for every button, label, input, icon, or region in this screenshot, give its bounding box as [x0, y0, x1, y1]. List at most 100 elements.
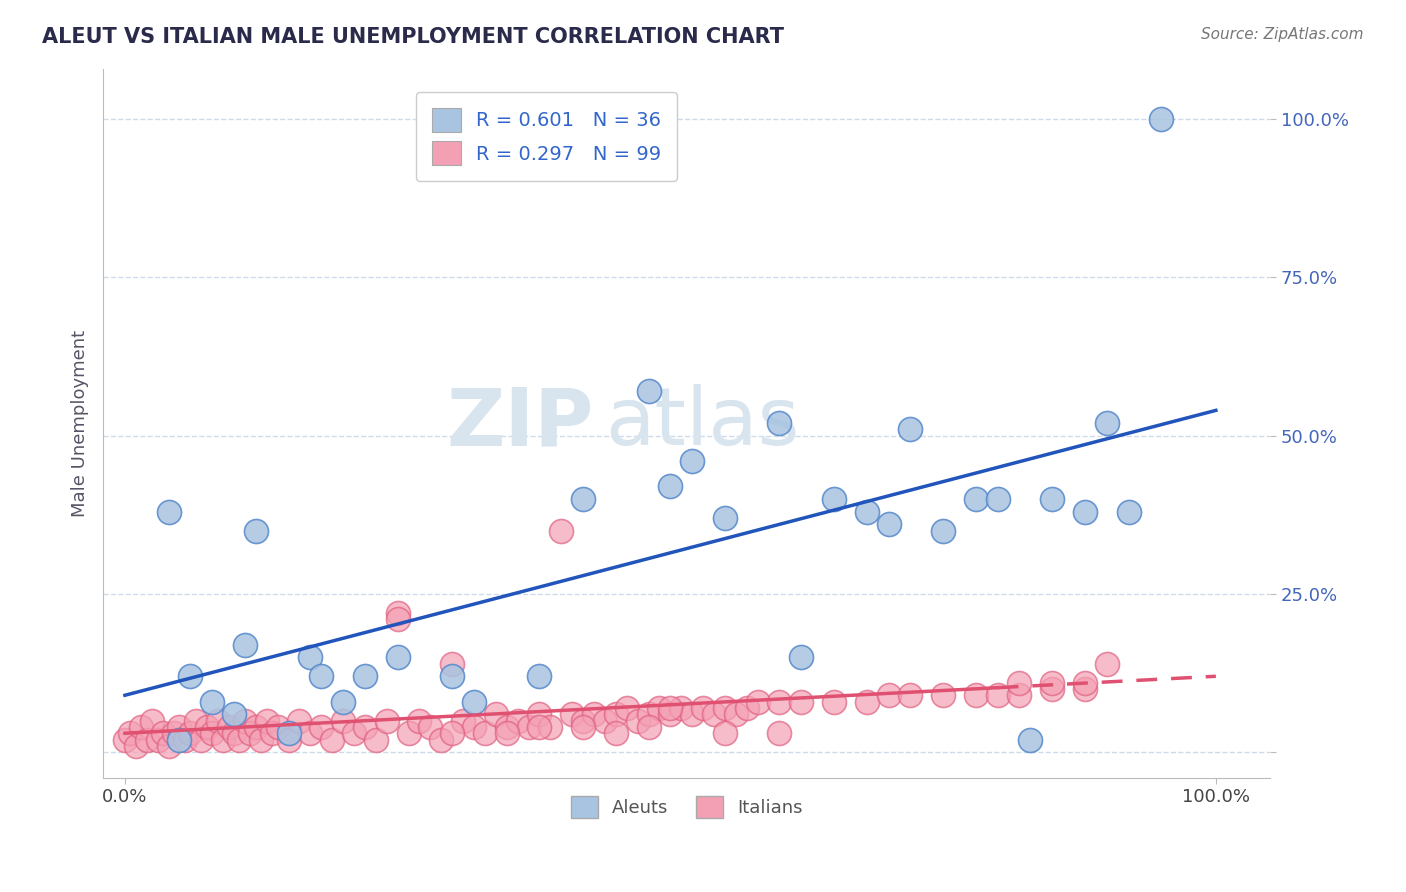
- Point: [120, 726, 142, 740]
- Point: [605, 726, 627, 740]
- Point: [207, 714, 229, 728]
- Point: [1008, 688, 1031, 702]
- Point: [1074, 681, 1097, 696]
- Point: [1150, 112, 1173, 127]
- Point: [790, 650, 813, 665]
- Point: [354, 669, 377, 683]
- Point: [212, 732, 235, 747]
- Point: [714, 701, 737, 715]
- Point: [1008, 675, 1031, 690]
- Point: [987, 688, 1010, 702]
- Point: [648, 701, 671, 715]
- Point: [1040, 675, 1063, 690]
- Point: [239, 726, 262, 740]
- Point: [152, 726, 174, 740]
- Point: [262, 726, 284, 740]
- Point: [681, 454, 703, 468]
- Point: [311, 720, 333, 734]
- Text: Source: ZipAtlas.com: Source: ZipAtlas.com: [1201, 27, 1364, 42]
- Point: [343, 726, 366, 740]
- Point: [311, 669, 333, 683]
- Point: [671, 701, 693, 715]
- Point: [538, 720, 561, 734]
- Point: [169, 720, 191, 734]
- Point: [114, 732, 136, 747]
- Point: [463, 720, 485, 734]
- Text: ZIP: ZIP: [446, 384, 593, 462]
- Point: [277, 726, 299, 740]
- Point: [299, 650, 322, 665]
- Point: [1095, 657, 1118, 671]
- Point: [692, 701, 714, 715]
- Point: [572, 714, 595, 728]
- Point: [184, 714, 207, 728]
- Point: [131, 720, 153, 734]
- Point: [965, 688, 987, 702]
- Point: [724, 707, 747, 722]
- Point: [517, 720, 540, 734]
- Point: [141, 714, 163, 728]
- Point: [1040, 491, 1063, 506]
- Point: [179, 726, 201, 740]
- Point: [135, 732, 157, 747]
- Point: [900, 688, 922, 702]
- Point: [583, 707, 606, 722]
- Point: [222, 726, 245, 740]
- Point: [387, 650, 409, 665]
- Point: [222, 707, 245, 722]
- Point: [195, 720, 218, 734]
- Point: [266, 720, 288, 734]
- Point: [1095, 416, 1118, 430]
- Point: [1040, 681, 1063, 696]
- Point: [364, 732, 387, 747]
- Point: [561, 707, 583, 722]
- Point: [506, 714, 529, 728]
- Point: [637, 720, 659, 734]
- Point: [550, 524, 572, 538]
- Point: [441, 669, 464, 683]
- Point: [190, 732, 212, 747]
- Point: [572, 491, 595, 506]
- Point: [659, 707, 682, 722]
- Point: [485, 707, 508, 722]
- Point: [714, 726, 737, 740]
- Point: [245, 720, 267, 734]
- Point: [877, 517, 900, 532]
- Point: [659, 479, 682, 493]
- Point: [474, 726, 496, 740]
- Point: [146, 732, 169, 747]
- Point: [495, 726, 517, 740]
- Point: [441, 726, 464, 740]
- Point: [163, 726, 186, 740]
- Point: [495, 720, 517, 734]
- Point: [823, 695, 845, 709]
- Point: [387, 606, 409, 620]
- Point: [288, 714, 311, 728]
- Point: [332, 714, 354, 728]
- Point: [637, 707, 659, 722]
- Point: [228, 732, 250, 747]
- Point: [157, 505, 180, 519]
- Point: [179, 669, 201, 683]
- Point: [233, 638, 256, 652]
- Point: [201, 726, 224, 740]
- Point: [768, 416, 790, 430]
- Point: [332, 695, 354, 709]
- Point: [790, 695, 813, 709]
- Point: [823, 491, 845, 506]
- Point: [419, 720, 441, 734]
- Point: [277, 732, 299, 747]
- Point: [1118, 505, 1140, 519]
- Point: [703, 707, 725, 722]
- Point: [201, 695, 224, 709]
- Point: [627, 714, 650, 728]
- Point: [169, 732, 191, 747]
- Point: [451, 714, 474, 728]
- Point: [529, 707, 551, 722]
- Point: [855, 695, 877, 709]
- Point: [245, 524, 267, 538]
- Point: [408, 714, 430, 728]
- Point: [1019, 732, 1042, 747]
- Point: [218, 720, 240, 734]
- Point: [987, 491, 1010, 506]
